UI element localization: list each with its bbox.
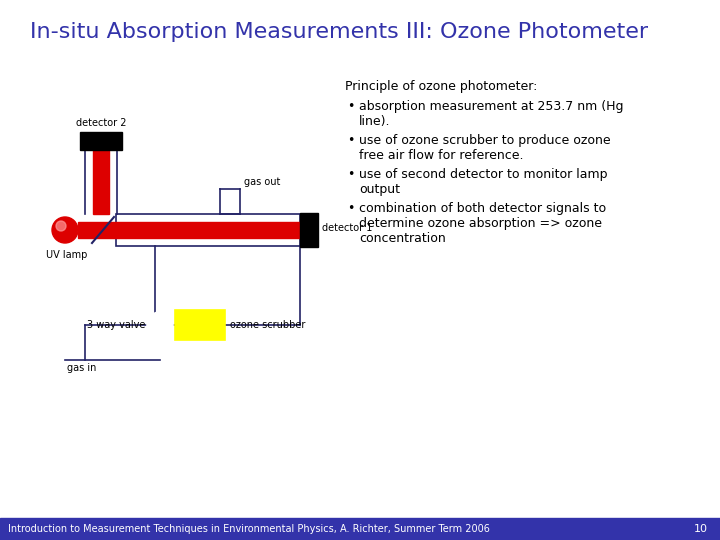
Text: In-situ Absorption Measurements III: Ozone Photometer: In-situ Absorption Measurements III: Ozo… — [30, 22, 648, 42]
Text: 10: 10 — [694, 524, 708, 534]
Text: combination of both detector signals to
determine ozone absorption => ozone
conc: combination of both detector signals to … — [359, 202, 606, 245]
Text: •: • — [347, 202, 354, 215]
Text: •: • — [347, 168, 354, 181]
Bar — [0, 518, 720, 540]
Bar — [80, 132, 122, 150]
Circle shape — [52, 217, 78, 243]
Text: Principle of ozone photometer:: Principle of ozone photometer: — [345, 80, 537, 93]
Text: •: • — [347, 134, 354, 147]
Bar — [93, 150, 109, 214]
Text: UV lamp: UV lamp — [46, 250, 88, 260]
Bar — [116, 214, 300, 246]
Text: gas in: gas in — [67, 363, 96, 373]
Text: •: • — [347, 100, 354, 113]
Text: Introduction to Measurement Techniques in Environmental Physics, A. Richter, Sum: Introduction to Measurement Techniques i… — [8, 524, 490, 534]
Text: use of ozone scrubber to produce ozone
free air flow for reference.: use of ozone scrubber to produce ozone f… — [359, 134, 611, 162]
Text: gas out: gas out — [244, 177, 280, 187]
Text: use of second detector to monitor lamp
output: use of second detector to monitor lamp o… — [359, 168, 608, 196]
Text: detector 2: detector 2 — [76, 118, 126, 128]
Bar — [78, 222, 300, 238]
Bar — [175, 310, 225, 340]
Text: ozone scrubber: ozone scrubber — [230, 320, 305, 330]
Text: detector 1: detector 1 — [322, 223, 372, 233]
Circle shape — [147, 312, 173, 338]
Circle shape — [56, 221, 66, 231]
Text: 3 way valve: 3 way valve — [87, 320, 145, 330]
Text: absorption measurement at 253.7 nm (Hg
line).: absorption measurement at 253.7 nm (Hg l… — [359, 100, 624, 128]
Bar — [300, 213, 318, 247]
